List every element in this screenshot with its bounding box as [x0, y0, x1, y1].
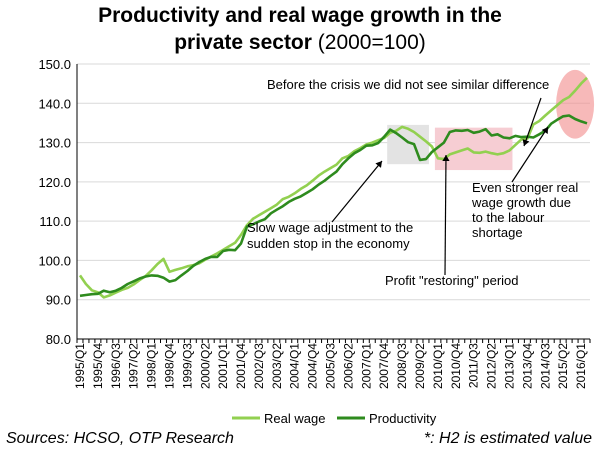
x-tick-label: 2004/Q4 — [306, 343, 320, 389]
profit-annotation: Profit "restoring" period — [385, 273, 519, 288]
stronger-wage-annotation-line: wage growth due — [471, 195, 571, 210]
x-tick-label: 2016/Q1 — [574, 343, 588, 389]
chart-title-line2-suffix: (2000=100) — [317, 31, 426, 54]
x-tick-label: 2008/Q3 — [395, 343, 409, 389]
x-tick-label: 1995/Q1 — [73, 343, 87, 389]
productivity-line — [79, 114, 588, 298]
stronger-wage-annotation-line: Even stronger real — [472, 180, 578, 195]
x-tick-label: 1997/Q2 — [127, 343, 141, 389]
legend-label-productivity: Productivity — [369, 411, 437, 426]
slow-wage-arrow — [331, 160, 383, 223]
crisis-highlight-ellipse — [556, 69, 595, 139]
x-tick-label: 2002/Q3 — [252, 343, 266, 389]
stronger-wage-annotation-line: to the labour — [472, 210, 545, 225]
footer-note: *: H2 is estimated value — [423, 430, 592, 447]
y-tick-label: 100.0 — [38, 253, 71, 268]
slow-wage-annotation-line: sudden stop in the economy — [247, 236, 410, 251]
x-tick-label: 2006/Q2 — [341, 343, 355, 389]
x-tick-label: 1998/Q4 — [162, 343, 176, 389]
slow-wage-annotation-line: Slow wage adjustment to the — [247, 220, 413, 235]
y-tick-label: 110.0 — [39, 214, 71, 229]
chart-title-line2: private sector (2000=100) — [0, 29, 600, 56]
arrowhead — [541, 127, 548, 134]
x-tick-label: 2010/Q4 — [449, 343, 463, 389]
stronger-wage-annotation-line: shortage — [472, 225, 523, 240]
y-tick-label: 130.0 — [38, 136, 71, 151]
x-tick-label: 1999/Q3 — [180, 343, 194, 389]
x-tick-label: 2015/Q2 — [556, 343, 570, 389]
chart-title-line2-bold: private sector — [174, 31, 312, 54]
x-tick-label: 2000/Q2 — [198, 343, 212, 389]
chart-title-line1: Productivity and real wage growth in the — [98, 4, 502, 27]
y-tick-label: 150.0 — [38, 57, 71, 72]
x-tick-label: 2010/Q1 — [431, 343, 445, 389]
x-tick-label: 2009/Q2 — [413, 343, 427, 389]
x-tick-label: 2013/Q1 — [502, 343, 516, 389]
legend-label-real-wage: Real wage — [264, 411, 325, 426]
stronger-wage-arrow — [511, 126, 549, 183]
x-tick-label: 1998/Q1 — [145, 343, 159, 389]
x-tick-label: 2005/Q3 — [324, 343, 338, 389]
x-tick-label: 2001/Q4 — [234, 343, 248, 389]
x-tick-label: 2004/Q1 — [288, 343, 302, 389]
x-tick-label: 2007/Q1 — [359, 343, 373, 389]
x-tick-label: 2012/Q2 — [485, 343, 499, 389]
footer-source: Sources: HCSO, OTP Research — [6, 430, 234, 447]
x-tick-label: 2007/Q4 — [377, 343, 391, 389]
profit-arrow — [444, 154, 447, 276]
x-tick-label: 2003/Q2 — [270, 343, 284, 389]
chart-title: Productivity and real wage growth in the… — [0, 2, 600, 56]
x-tick-label: 2001/Q1 — [216, 343, 230, 389]
y-tick-label: 120.0 — [38, 175, 71, 190]
arrowhead — [375, 161, 382, 168]
x-tick-label: 2011/Q3 — [467, 343, 481, 388]
x-tick-label: 1996/Q3 — [109, 343, 123, 389]
arrowhead — [442, 155, 450, 162]
real-wage-line — [78, 76, 588, 299]
arrowhead — [522, 139, 530, 146]
crisis-annotation: Before the crisis we did not see similar… — [267, 77, 549, 92]
x-tick-label: 2014/Q3 — [538, 343, 552, 389]
x-tick-label: 1995/Q4 — [91, 343, 105, 389]
y-tick-label: 140.0 — [38, 96, 71, 111]
y-tick-label: 80.0 — [46, 332, 71, 347]
x-tick-label: 2013/Q4 — [520, 343, 534, 389]
crisis-arrow — [523, 97, 542, 147]
y-tick-label: 90.0 — [46, 293, 71, 308]
